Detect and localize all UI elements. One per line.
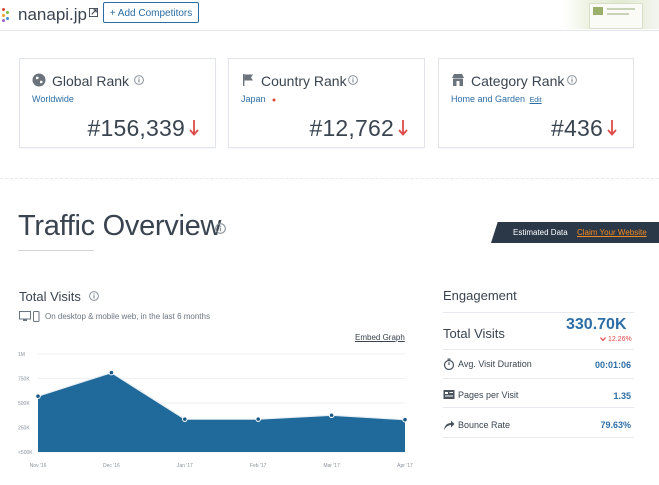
title-underline xyxy=(18,250,94,251)
info-icon[interactable] xyxy=(89,291,99,301)
site-name: nanapi.jp xyxy=(18,5,88,24)
total-visits-title: Total Visits xyxy=(19,289,81,304)
chart-point[interactable] xyxy=(255,416,261,422)
engagement-divider xyxy=(443,437,634,438)
category-rank-value: #436 xyxy=(551,115,603,141)
country-rank-card: Country Rank Japan #12,762 xyxy=(228,58,425,148)
global-rank-card: Global Rank Worldwide #156,339 xyxy=(19,58,216,148)
device-note: On desktop & mobile web, in the last 6 m… xyxy=(45,312,210,321)
rank-down-arrow-icon xyxy=(398,120,408,136)
rank-down-arrow-icon xyxy=(189,120,199,136)
engagement-divider xyxy=(443,407,634,408)
chart-point[interactable] xyxy=(35,393,41,399)
info-icon[interactable] xyxy=(134,75,144,85)
engagement-title: Engagement xyxy=(443,288,517,303)
total-visits-change-value: 12.26% xyxy=(607,336,632,343)
country-rank-scope: Japan xyxy=(241,94,279,104)
chart-point[interactable] xyxy=(328,412,335,419)
chart-y-tick-label: 250K xyxy=(18,426,30,432)
globe-icon xyxy=(32,73,46,87)
engagement-divider xyxy=(443,349,634,350)
external-link-icon[interactable] xyxy=(89,8,98,17)
rank-down-arrow-icon xyxy=(607,120,617,136)
chart-y-tick-label: 500K xyxy=(18,401,30,407)
chart-point[interactable] xyxy=(182,416,188,422)
info-icon[interactable] xyxy=(215,223,226,234)
site-header xyxy=(0,0,659,31)
embed-graph-link[interactable]: Embed Graph xyxy=(355,333,405,342)
chart-y-tick-label: 750K xyxy=(18,377,30,383)
japan-flag-icon xyxy=(270,96,279,103)
info-icon[interactable] xyxy=(567,75,577,85)
edit-category-link[interactable]: Edit xyxy=(529,97,542,104)
country-name: Japan xyxy=(241,94,266,104)
pages-icon xyxy=(443,390,455,399)
category-name[interactable]: Home and Garden xyxy=(451,94,526,104)
country-rank-value: #12,762 xyxy=(309,115,394,141)
chart-point[interactable] xyxy=(402,416,408,423)
chart-series-line xyxy=(37,371,406,421)
chart-point[interactable] xyxy=(108,369,115,376)
chart-x-tick-label: Nov '16 xyxy=(30,463,47,469)
engagement-total-visits-label: Total Visits xyxy=(443,326,505,341)
claim-website-link[interactable]: Claim Your Website xyxy=(577,228,647,237)
pages-per-visit-label: Pages per Visit xyxy=(458,390,519,400)
chart-x-tick-label: Mar '17 xyxy=(323,463,340,469)
avg-visit-duration-value: 00:01:06 xyxy=(594,360,631,370)
total-visits-change: 12.26% xyxy=(600,336,632,343)
stopwatch-icon xyxy=(443,358,455,370)
desktop-mobile-icon xyxy=(19,311,40,322)
estimated-data-banner: Estimated Data Claim Your Website xyxy=(491,222,659,243)
chart-y-tick-label: 1M xyxy=(18,352,25,358)
category-rank-card: Category Rank Home and Garden Edit #436 xyxy=(438,58,634,148)
site-favicon-icon xyxy=(2,8,12,22)
category-rank-scope: Home and Garden Edit xyxy=(451,94,542,104)
site-thumbnail[interactable] xyxy=(563,0,659,29)
total-visits-chart: <500K 250K 500K 750K 1M Nov '16 Dec '16 Jan '17… xyxy=(18,352,413,469)
traffic-overview-title: Traffic Overview xyxy=(18,210,222,242)
bounce-arrow-icon xyxy=(444,420,455,430)
chart-x-tick-label: Dec '16 xyxy=(103,463,120,469)
chart-x-tick-label: Jan '17 xyxy=(177,463,193,469)
change-down-chevron-icon xyxy=(600,337,606,342)
global-rank-title: Global Rank xyxy=(52,73,130,89)
chart-y-tick-label: <500K xyxy=(18,450,33,456)
engagement-divider xyxy=(443,312,634,313)
avg-visit-duration-label: Avg. Visit Duration xyxy=(458,359,532,369)
section-divider xyxy=(0,178,659,179)
info-icon[interactable] xyxy=(348,75,358,85)
engagement-divider xyxy=(443,378,634,379)
store-icon xyxy=(452,74,464,86)
chart-x-tick-label: Apr '17 xyxy=(397,463,413,469)
bounce-rate-value: 79.63% xyxy=(600,420,631,430)
global-rank-scope: Worldwide xyxy=(32,94,74,104)
global-rank-value: #156,339 xyxy=(87,115,185,141)
category-rank-title: Category Rank xyxy=(471,73,565,89)
flag-icon xyxy=(243,74,253,86)
chart-area xyxy=(38,372,405,452)
engagement-total-visits-value: 330.70K xyxy=(566,316,627,333)
estimated-data-label: Estimated Data xyxy=(513,228,568,237)
chart-x-tick-label: Feb '17 xyxy=(250,463,267,469)
bounce-rate-label: Bounce Rate xyxy=(458,420,511,430)
country-rank-title: Country Rank xyxy=(261,73,347,89)
add-competitors-button[interactable]: + Add Competitors xyxy=(103,2,199,23)
pages-per-visit-value: 1.35 xyxy=(613,391,631,401)
